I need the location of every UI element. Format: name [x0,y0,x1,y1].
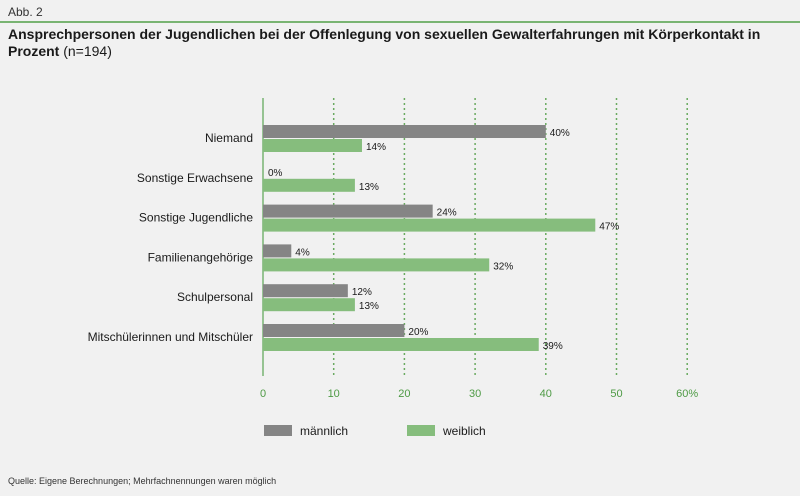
chart-title-text: Ansprechpersonen der Jugendlichen bei de… [8,26,761,59]
bar-weiblich [263,218,596,232]
bar-maennlich [263,244,292,258]
data-label: 20% [408,327,428,338]
data-label: 13% [359,301,379,312]
chart-title-note: (n=194) [63,43,112,59]
x-tick-label: 0 [260,388,266,400]
data-label: 39% [543,341,563,352]
x-tick-label: 10 [328,388,340,400]
data-label: 47% [599,222,619,233]
data-label: 4% [295,247,310,258]
data-label: 14% [366,142,386,153]
legend-label: weiblich [442,424,486,438]
category-label: Schulpersonal [177,290,253,304]
category-label: Sonstige Jugendliche [139,211,253,225]
footnote: Quelle: Eigene Berechnungen; Mehrfachnen… [8,476,277,486]
header-rule [0,21,800,23]
bar-weiblich [263,139,362,152]
bar-weiblich [263,298,355,312]
legend-label: männlich [300,424,348,438]
x-tick-label: 40 [540,388,552,400]
bar-maennlich [263,284,348,298]
category-label: Niemand [205,131,253,145]
bar-maennlich [263,125,546,138]
bar-weiblich [263,178,355,192]
legend-swatch-weiblich [407,425,435,436]
category-label: Familienangehörige [148,250,254,264]
bar-weiblich [263,258,490,272]
bar-maennlich [263,324,405,337]
data-label: 13% [359,182,379,193]
x-tick-label: 50 [610,388,622,400]
x-tick-label: 20 [398,388,410,400]
chart-title: Ansprechpersonen der Jugendlichen bei de… [8,26,793,60]
bar-weiblich [263,338,539,351]
x-tick-label: 30 [469,388,481,400]
data-label: 24% [437,208,457,219]
legend-swatch-maennlich [264,425,292,436]
bar-maennlich [263,204,433,218]
figure-label: Abb. 2 [8,5,43,19]
data-label: 40% [550,128,570,139]
category-label: Sonstige Erwachsene [137,171,253,185]
data-label: 32% [493,261,513,272]
data-label: 0% [268,168,283,179]
x-tick-label: 60% [676,388,698,400]
data-label: 12% [352,287,372,298]
category-label: Mitschülerinnen und Mitschüler [88,330,253,344]
